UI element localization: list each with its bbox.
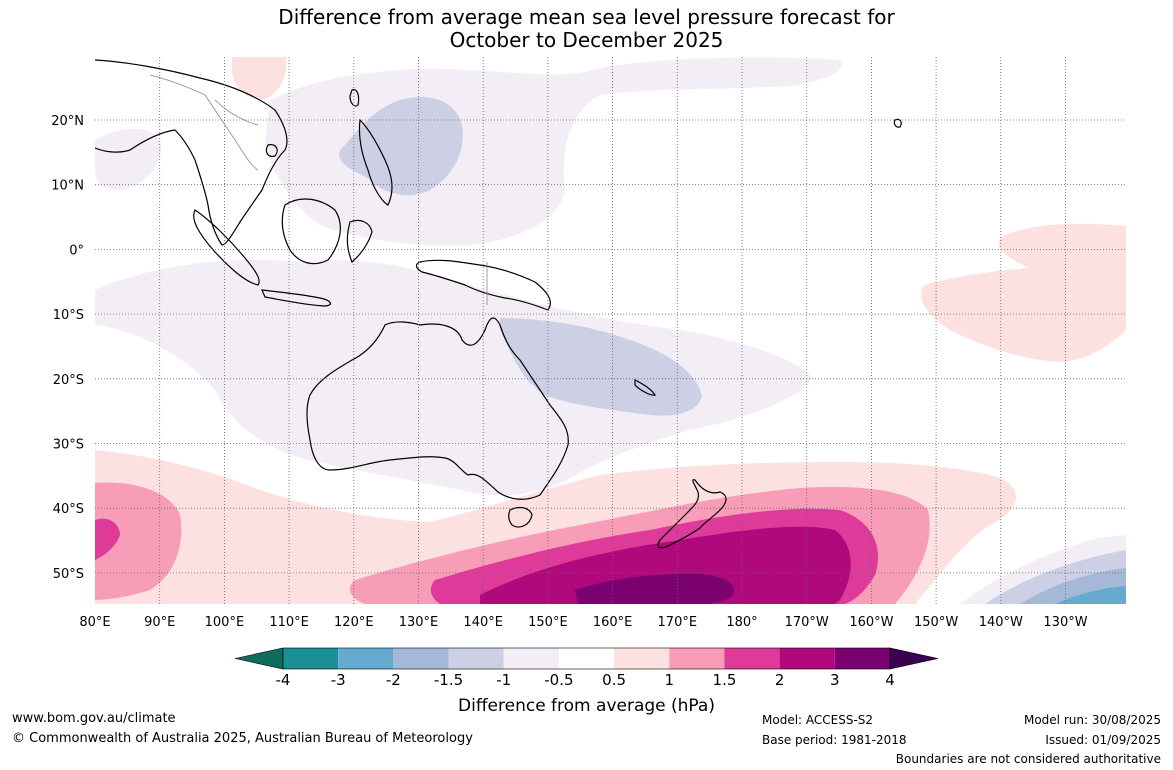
longitude-label: 180°: [726, 615, 757, 630]
footer-copyright: © Commonwealth of Australia 2025, Austra…: [12, 731, 473, 746]
graticule: [95, 57, 1126, 604]
colorbar-outline: [282, 647, 891, 670]
colorbar-tick-label: 1: [664, 671, 675, 689]
longitude-label: 130°W: [1043, 615, 1087, 630]
longitude-label: 90°E: [144, 615, 175, 630]
hawaii-coastline: [893, 118, 902, 128]
longitude-label: 160°E: [593, 615, 633, 630]
longitude-label: 170°E: [658, 615, 698, 630]
latitude-label: 20°S: [53, 373, 84, 388]
latitude-labels: 20°N 10°N 0° 10°S 20°S 30°S 40°S 50°S: [51, 114, 84, 582]
anomaly-region-neg-small: [95, 259, 812, 496]
colorbar-segment: [448, 648, 504, 669]
java-coastline: [261, 289, 332, 307]
longitude-label: 170°W: [785, 615, 829, 630]
latitude-label: 50°S: [53, 567, 84, 582]
colorbar-segment: [724, 648, 780, 669]
australia-coastline: [306, 317, 569, 500]
longitude-labels: 80°E 90°E 100°E 110°E 120°E 130°E 140°E 150°E 16…: [79, 615, 1087, 630]
colorbar-tick-label: 4: [885, 671, 895, 689]
asia-coastline: [95, 59, 288, 246]
colorbar-segment: [338, 648, 394, 669]
new-guinea-coastline: [415, 259, 551, 311]
longitude-label: 140°W: [979, 615, 1023, 630]
philippines-coastline: [358, 118, 393, 206]
colorbar-segment: [393, 648, 449, 669]
latitude-label: 10°N: [51, 179, 84, 194]
country-borders: [149, 74, 488, 305]
borneo-coastline: [281, 198, 341, 265]
new-caledonia-coastline: [634, 379, 656, 396]
colorbar-tick-label: -1.5: [433, 671, 464, 689]
colorbar-tick-label: -4: [275, 671, 291, 689]
latitude-label: 10°S: [53, 308, 84, 323]
sumatra-coastline: [193, 209, 260, 286]
colorbar-tick-label: 3: [830, 671, 840, 689]
latitude-label: 0°: [69, 243, 84, 258]
colorbar-title: Difference from average (hPa): [458, 696, 715, 716]
longitude-label: 160°W: [849, 615, 893, 630]
colorbar-arrow-low: [234, 647, 284, 670]
colorbar-segment: [558, 648, 615, 669]
hainan-coastline: [265, 144, 278, 157]
longitude-label: 130°E: [399, 615, 439, 630]
longitude-label: 80°E: [79, 615, 110, 630]
anomaly-region-neg-medium: [339, 97, 463, 196]
anomaly-field: [95, 57, 1126, 604]
colorbar-segment: [669, 648, 725, 669]
colorbar-segment: [614, 648, 670, 669]
new-zealand-coastline: [657, 479, 727, 549]
colorbar-segment: [283, 648, 339, 669]
colorbar-segment: [834, 648, 890, 669]
map-title-line1: Difference from average mean sea level p…: [278, 5, 895, 29]
footer-url: www.bom.gov.au/climate: [12, 711, 176, 726]
colorbar-arrow-high: [889, 647, 939, 670]
longitude-label: 150°E: [528, 615, 568, 630]
colorbar-tick-label: 0.5: [602, 671, 627, 689]
colorbar: [234, 647, 939, 670]
colorbar-tick-label: 2: [774, 671, 785, 689]
sulawesi-coastline: [346, 219, 373, 264]
footer-model-run: Model run: 30/08/2025: [1023, 713, 1161, 727]
latitude-label: 20°N: [51, 114, 84, 129]
colorbar-tick-label: -1: [496, 671, 512, 689]
latitude-label: 40°S: [53, 502, 84, 517]
colorbar-tick-label: -2: [385, 671, 401, 689]
longitude-label: 120°E: [334, 615, 374, 630]
longitude-label: 150°W: [914, 615, 958, 630]
taiwan-coastline: [349, 89, 360, 107]
footer-base-period: Base period: 1981-2018: [762, 733, 907, 747]
latitude-label: 30°S: [53, 438, 84, 453]
map-title-line2: October to December 2025: [449, 28, 724, 52]
colorbar-segment: [779, 648, 835, 669]
longitude-label: 140°E: [463, 615, 503, 630]
colorbar-segment: [503, 648, 559, 669]
colorbar-tick-label: -0.5: [544, 671, 574, 689]
footer-model: Model: ACCESS-S2: [762, 713, 874, 727]
colorbar-tick-label: 1.5: [712, 671, 737, 689]
colorbar-tick-label: -3: [330, 671, 346, 689]
longitude-label: 100°E: [205, 615, 245, 630]
footer-disclaimer: Boundaries are not considered authoritat…: [895, 752, 1161, 766]
footer-issued: Issued: 01/09/2025: [1045, 733, 1161, 747]
longitude-label: 110°E: [269, 615, 309, 630]
